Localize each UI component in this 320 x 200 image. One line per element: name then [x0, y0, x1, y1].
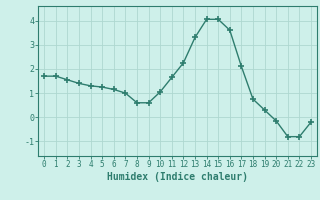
X-axis label: Humidex (Indice chaleur): Humidex (Indice chaleur)	[107, 172, 248, 182]
